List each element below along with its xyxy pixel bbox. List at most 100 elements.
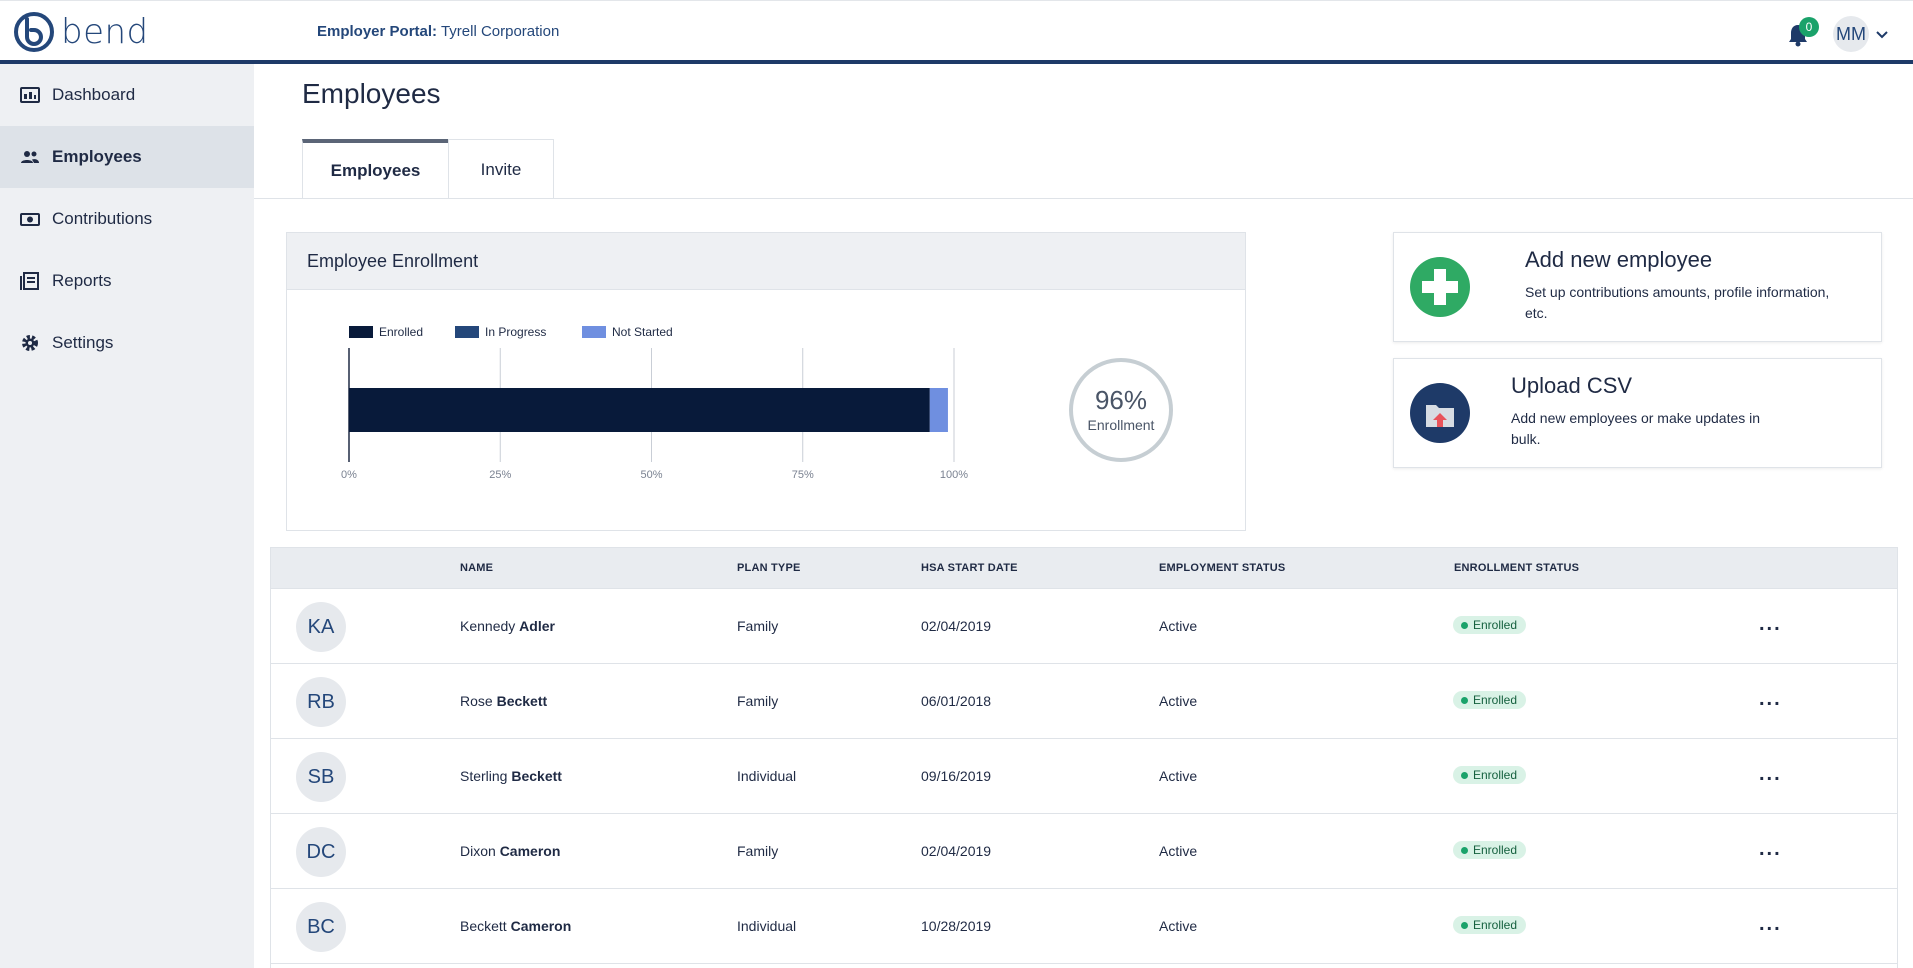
plan-type: Individual — [737, 918, 797, 934]
enrollment-status-text: Enrolled — [1473, 843, 1518, 857]
legend-label: In Progress — [485, 325, 546, 339]
sidebar-item-dashboard[interactable]: Dashboard — [0, 64, 254, 126]
row-actions-menu[interactable]: ... — [1759, 763, 1782, 785]
table-row[interactable]: KA Kennedy Adler Family 02/04/2019 Activ… — [271, 589, 1897, 664]
status-dot-icon — [1461, 696, 1468, 704]
row-actions-menu[interactable]: ... — [1759, 613, 1782, 635]
x-tick-label: 25% — [489, 469, 511, 481]
user-avatar[interactable]: MM — [1833, 16, 1869, 52]
company-name: Tyrell Corporation — [440, 23, 560, 40]
employee-avatar: KA — [296, 602, 346, 652]
column-header-name[interactable]: NAME — [460, 562, 494, 574]
plan-type: Family — [737, 693, 779, 709]
people-icon — [21, 151, 39, 163]
chevron-down-icon[interactable] — [1876, 31, 1888, 39]
table-row[interactable]: RB Rose Beckett Family 06/01/2018 Active… — [271, 664, 1897, 739]
x-tick-label: 100% — [940, 469, 968, 481]
last-name: Beckett — [496, 693, 548, 709]
enrollment-card: Employee Enrollment 0% 25% 50% 75% 100% Enrol… — [286, 232, 1246, 531]
last-name: Beckett — [511, 768, 562, 784]
sidebar-item-settings[interactable]: Settings — [0, 312, 254, 374]
column-header-employment-status[interactable]: EMPLOYMENT STATUS — [1159, 562, 1286, 574]
first-name: Beckett — [460, 918, 507, 934]
sidebar-item-label: Reports — [52, 271, 112, 290]
status-dot-icon — [1461, 621, 1468, 629]
sidebar-item-label: Settings — [52, 333, 114, 352]
first-name: Kennedy — [460, 618, 516, 634]
upload-csv-card[interactable]: Upload CSV Add new employees or make upd… — [1393, 358, 1882, 468]
x-tick-label: 50% — [640, 469, 662, 481]
action-description: Set up contributions amounts, profile in… — [1525, 284, 1830, 321]
table-body: KA Kennedy Adler Family 02/04/2019 Activ… — [271, 589, 1897, 964]
sidebar-item-label: Dashboard — [52, 85, 136, 104]
employment-status: Active — [1159, 843, 1198, 859]
employee-name[interactable]: Rose Beckett — [460, 693, 547, 709]
enrollment-status-text: Enrolled — [1473, 693, 1518, 707]
sidebar-item-reports[interactable]: Reports — [0, 250, 254, 312]
employee-avatar: SB — [296, 752, 346, 802]
status-dot-icon — [1461, 771, 1468, 779]
employment-status: Active — [1159, 618, 1198, 634]
column-header-hsa-start-date[interactable]: HSA START DATE — [921, 562, 1018, 574]
enrollment-chart: 0% 25% 50% 75% 100% Enrolled In Progress Not St… — [341, 325, 968, 481]
page-title: Employees — [302, 78, 441, 109]
first-name: Sterling — [460, 768, 508, 784]
status-dot-icon — [1461, 846, 1468, 854]
last-name: Cameron — [499, 843, 561, 859]
portal-label: Employer Portal: — [317, 23, 438, 40]
sidebar: Dashboard Employees Contributions Report… — [0, 64, 254, 968]
sidebar-item-label: Contributions — [52, 209, 153, 228]
hsa-start-date: 02/04/2019 — [921, 618, 992, 634]
employee-name[interactable]: Dixon Cameron — [460, 843, 560, 859]
bend-logo-icon — [14, 12, 54, 52]
row-actions-menu[interactable]: ... — [1759, 913, 1782, 935]
first-name: Rose — [460, 693, 493, 709]
add-new-employee-card[interactable]: Add new employee Set up contributions am… — [1393, 232, 1882, 342]
plan-type: Family — [737, 618, 779, 634]
tab-bar: Employees Invite — [302, 139, 554, 199]
enrollment-status-badge: Enrolled — [1453, 691, 1527, 709]
enrollment-percent: 96% — [1094, 385, 1148, 415]
row-actions-menu[interactable]: ... — [1759, 688, 1782, 710]
table-row[interactable]: DC Dixon Cameron Family 02/04/2019 Activ… — [271, 814, 1897, 889]
action-description: Add new employees or make updates in bul… — [1511, 410, 1761, 447]
brand-name: bend — [61, 12, 149, 52]
employee-name[interactable]: Sterling Beckett — [460, 768, 562, 784]
bar-segment — [929, 388, 948, 432]
table-row[interactable]: SB Sterling Beckett Individual 09/16/201… — [271, 739, 1897, 814]
tab-employees[interactable]: Employees — [302, 139, 449, 199]
plan-type: Individual — [737, 768, 797, 784]
status-dot-icon — [1461, 921, 1468, 929]
legend-label: Not Started — [612, 325, 673, 339]
column-header-enrollment-status[interactable]: ENROLLMENT STATUS — [1454, 562, 1580, 574]
dashboard-icon — [20, 87, 40, 103]
action-title: Add new employee — [1525, 247, 1713, 272]
employee-name[interactable]: Beckett Cameron — [460, 918, 571, 934]
employees-table: NAME PLAN TYPE HSA START DATE EMPLOYMENT… — [270, 547, 1898, 968]
employee-name[interactable]: Kennedy Adler — [460, 618, 555, 634]
row-actions-menu[interactable]: ... — [1759, 838, 1782, 860]
enrollment-status-badge: Enrolled — [1453, 766, 1527, 784]
enrollment-percent-label: Enrollment — [1087, 417, 1155, 433]
table-row[interactable]: BC Beckett Cameron Individual 10/28/2019… — [271, 889, 1897, 964]
enrollment-status-text: Enrolled — [1473, 768, 1518, 782]
employment-status: Active — [1159, 768, 1198, 784]
employee-avatar: RB — [296, 677, 346, 727]
column-header-plan-type[interactable]: PLAN TYPE — [737, 562, 801, 574]
enrollment-status-badge: Enrolled — [1453, 841, 1527, 859]
money-icon — [20, 213, 40, 226]
plus-icon — [1410, 257, 1470, 317]
employer-portal-label: Employer Portal: Tyrell Corporation — [317, 23, 559, 40]
legend-swatch — [582, 326, 606, 338]
top-bar: bend Employer Portal: Tyrell Corporation… — [0, 0, 1913, 64]
bend-logo[interactable]: bend — [13, 11, 149, 53]
legend-swatch — [455, 326, 479, 338]
gear-icon — [22, 335, 38, 351]
table-header: NAME PLAN TYPE HSA START DATE EMPLOYMENT… — [271, 548, 1897, 589]
tab-invite[interactable]: Invite — [448, 139, 554, 199]
enrollment-status-text: Enrolled — [1473, 618, 1518, 632]
hsa-start-date: 09/16/2019 — [921, 768, 992, 784]
sidebar-item-employees[interactable]: Employees — [0, 126, 254, 188]
sidebar-item-contributions[interactable]: Contributions — [0, 188, 254, 250]
enrollment-status-badge: Enrolled — [1453, 616, 1527, 634]
